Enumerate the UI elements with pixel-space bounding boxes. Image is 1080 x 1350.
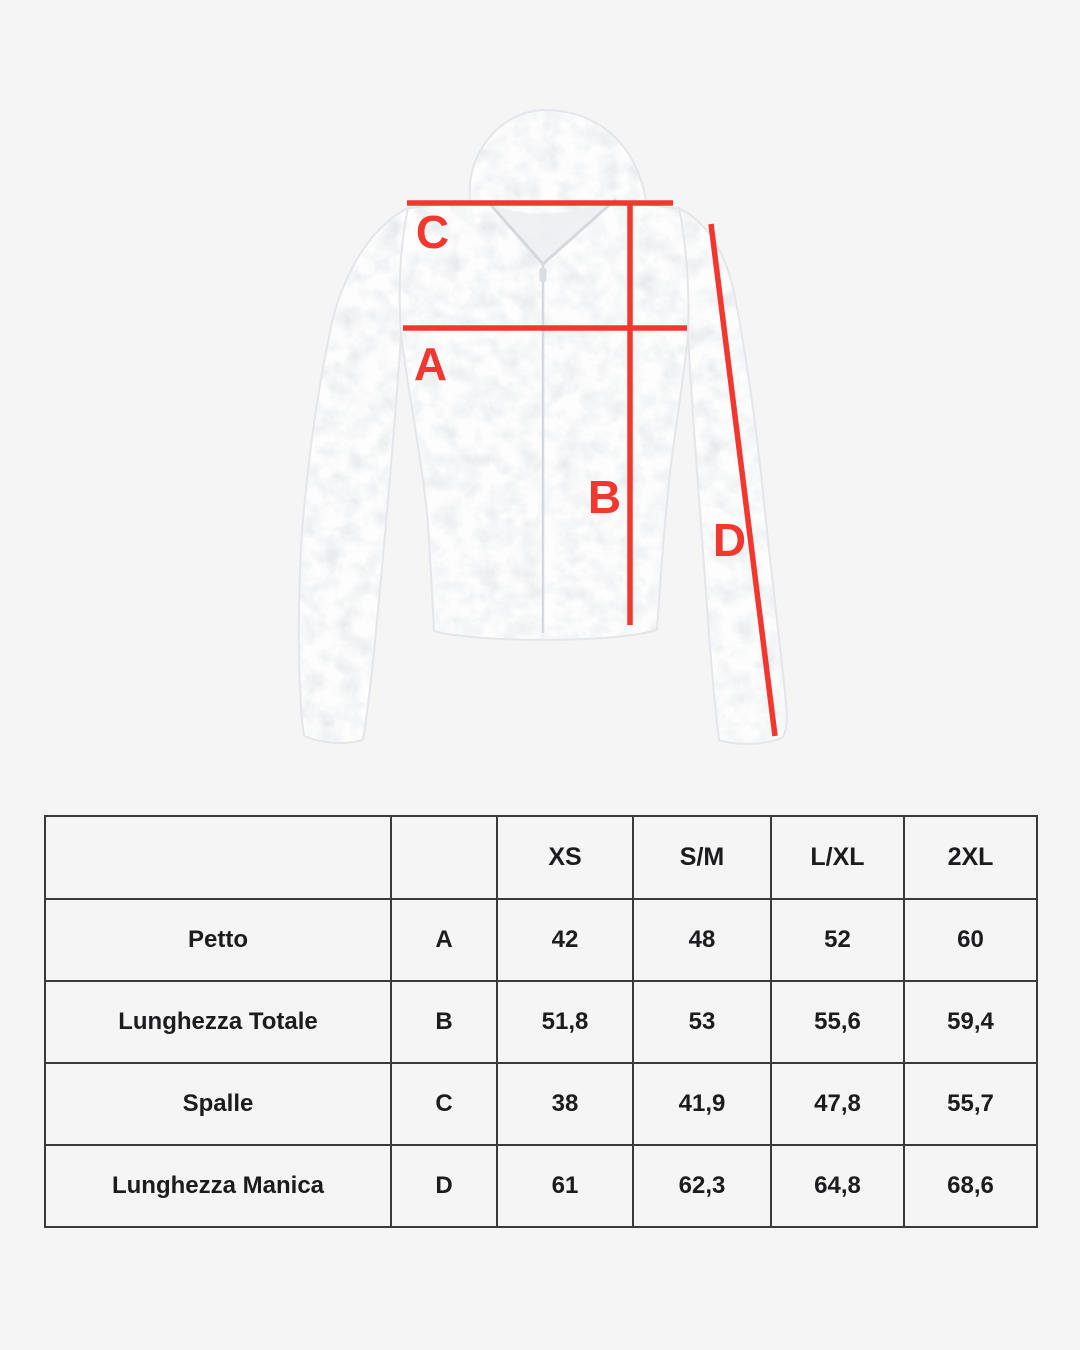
measure-label-d: D <box>712 514 748 566</box>
size-cell: 53 <box>632 980 772 1064</box>
size-header-lxl: L/XL <box>770 815 905 900</box>
measure-line-sleeve-d <box>708 223 778 737</box>
row-letter: C <box>390 1062 498 1146</box>
size-cell: 51,8 <box>496 980 634 1064</box>
size-cell: 62,3 <box>632 1144 772 1228</box>
table-row-spalle: Spalle C 38 41,9 47,8 55,7 <box>44 1062 1038 1146</box>
size-header-sm: S/M <box>632 815 772 900</box>
garment-measurement-diagram: C A B D <box>297 108 788 745</box>
row-label: Lunghezza Totale <box>44 980 392 1064</box>
row-label: Spalle <box>44 1062 392 1146</box>
measure-label-c: C <box>415 206 451 258</box>
size-header-xs: XS <box>496 815 634 900</box>
measurement-lines <box>403 200 778 737</box>
corner-cell <box>44 815 392 900</box>
hoodie-illustration <box>297 108 788 745</box>
size-cell: 38 <box>496 1062 634 1146</box>
table-row-lunghezza-manica: Lunghezza Manica D 61 62,3 64,8 68,6 <box>44 1144 1038 1228</box>
size-cell: 59,4 <box>903 980 1038 1064</box>
measure-label-b: B <box>587 471 623 523</box>
table-row-petto: Petto A 42 48 52 60 <box>44 898 1038 982</box>
hoodie-image <box>297 108 788 745</box>
size-cell: 47,8 <box>770 1062 905 1146</box>
row-letter: A <box>390 898 498 982</box>
row-label: Petto <box>44 898 392 982</box>
size-cell: 41,9 <box>632 1062 772 1146</box>
size-cell: 52 <box>770 898 905 982</box>
size-cell: 55,6 <box>770 980 905 1064</box>
size-cell: 68,6 <box>903 1144 1038 1228</box>
size-cell: 42 <box>496 898 634 982</box>
size-cell: 64,8 <box>770 1144 905 1228</box>
size-table: XS S/M L/XL 2XL Petto A 42 48 52 60 Lung… <box>44 815 1038 1228</box>
size-table-header-row: XS S/M L/XL 2XL <box>44 815 1038 900</box>
row-label: Lunghezza Manica <box>44 1144 392 1228</box>
row-letter: B <box>390 980 498 1064</box>
measure-label-a: A <box>413 338 449 390</box>
size-cell: 48 <box>632 898 772 982</box>
row-letter: D <box>390 1144 498 1228</box>
size-cell: 61 <box>496 1144 634 1228</box>
table-row-lunghezza-totale: Lunghezza Totale B 51,8 53 55,6 59,4 <box>44 980 1038 1064</box>
size-header-2xl: 2XL <box>903 815 1038 900</box>
size-cell: 55,7 <box>903 1062 1038 1146</box>
size-cell: 60 <box>903 898 1038 982</box>
letter-corner-cell <box>390 815 498 900</box>
hood-opening-shadow <box>489 199 616 264</box>
